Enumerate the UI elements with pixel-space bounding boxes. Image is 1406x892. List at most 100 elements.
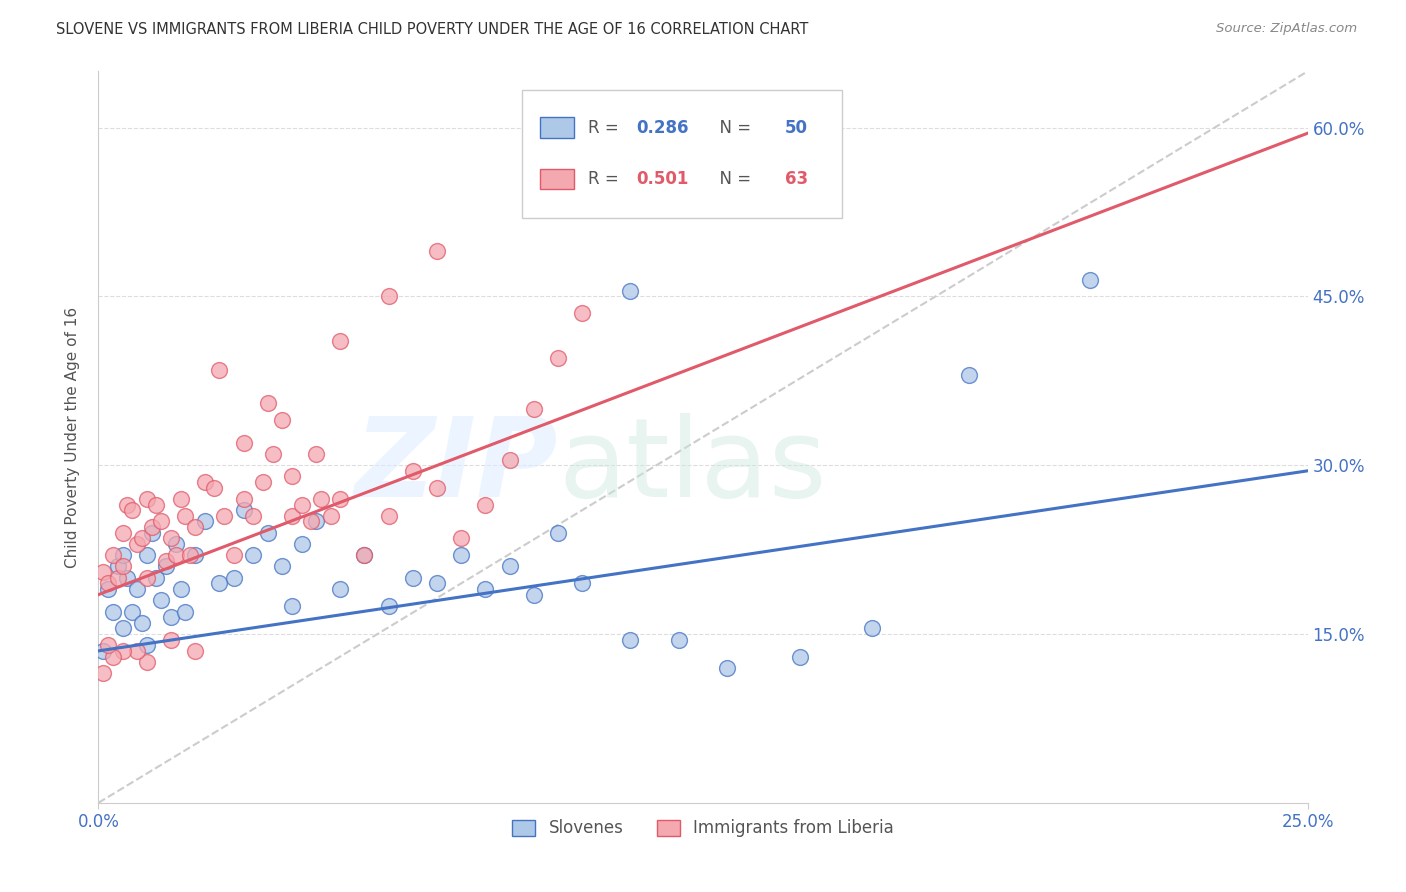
Point xyxy=(117,498,139,512)
Point xyxy=(319,508,342,523)
Point xyxy=(271,559,294,574)
Point xyxy=(290,537,312,551)
Point xyxy=(271,413,294,427)
Point xyxy=(194,475,217,489)
Point xyxy=(145,498,167,512)
Point xyxy=(305,447,328,461)
Text: 63: 63 xyxy=(785,169,808,188)
Point xyxy=(91,565,114,579)
Point xyxy=(1078,272,1101,286)
Point xyxy=(426,576,449,591)
Point xyxy=(329,491,352,506)
Point xyxy=(619,632,641,647)
Point xyxy=(111,559,134,574)
Point xyxy=(290,498,312,512)
Point xyxy=(91,644,114,658)
Point xyxy=(498,452,520,467)
Point xyxy=(111,621,134,635)
Point xyxy=(329,334,352,349)
Point xyxy=(281,599,304,613)
Bar xyxy=(540,169,574,189)
Point xyxy=(377,289,399,303)
Point xyxy=(252,475,274,489)
Point xyxy=(305,515,328,529)
Point xyxy=(111,525,134,540)
Point xyxy=(184,548,207,562)
Point xyxy=(179,548,201,562)
Point xyxy=(97,582,120,596)
Point xyxy=(789,649,811,664)
Text: ZIP: ZIP xyxy=(354,413,558,520)
Point xyxy=(262,447,284,461)
Text: 50: 50 xyxy=(785,119,808,136)
Point xyxy=(91,666,114,681)
Point xyxy=(150,515,173,529)
Point xyxy=(208,362,231,376)
Text: atlas: atlas xyxy=(558,413,827,520)
Point xyxy=(145,571,167,585)
Point xyxy=(571,576,593,591)
Point xyxy=(141,520,163,534)
Text: SLOVENE VS IMMIGRANTS FROM LIBERIA CHILD POVERTY UNDER THE AGE OF 16 CORRELATION: SLOVENE VS IMMIGRANTS FROM LIBERIA CHILD… xyxy=(56,22,808,37)
Point xyxy=(101,649,124,664)
Point xyxy=(101,605,124,619)
Point xyxy=(169,582,191,596)
Point xyxy=(232,503,254,517)
Point xyxy=(135,655,157,669)
Point xyxy=(377,508,399,523)
Point xyxy=(450,548,472,562)
Point xyxy=(155,554,177,568)
Point xyxy=(150,593,173,607)
Point xyxy=(426,481,449,495)
Point xyxy=(135,548,157,562)
Point xyxy=(309,491,332,506)
Point xyxy=(160,532,183,546)
Point xyxy=(194,515,217,529)
Point xyxy=(474,582,496,596)
Point xyxy=(619,284,641,298)
Point xyxy=(111,548,134,562)
Point xyxy=(174,508,197,523)
Point xyxy=(169,491,191,506)
Point xyxy=(165,537,187,551)
Point xyxy=(101,548,124,562)
Point xyxy=(281,469,304,483)
Point xyxy=(232,491,254,506)
Text: R =: R = xyxy=(588,169,624,188)
Point xyxy=(668,632,690,647)
Y-axis label: Child Poverty Under the Age of 16: Child Poverty Under the Age of 16 xyxy=(65,307,80,567)
Point xyxy=(121,503,143,517)
Point xyxy=(97,638,120,652)
Point xyxy=(222,548,245,562)
Point xyxy=(450,532,472,546)
Point xyxy=(353,548,375,562)
Point xyxy=(131,532,153,546)
Point xyxy=(571,306,593,320)
Point xyxy=(204,481,226,495)
Point xyxy=(474,498,496,512)
Point xyxy=(547,351,569,366)
Point xyxy=(242,508,264,523)
Point xyxy=(155,559,177,574)
Point xyxy=(160,632,183,647)
Point xyxy=(426,244,449,259)
Point xyxy=(222,571,245,585)
Text: N =: N = xyxy=(709,119,756,136)
Point xyxy=(242,548,264,562)
Point xyxy=(135,491,157,506)
Point xyxy=(860,621,883,635)
Point xyxy=(111,644,134,658)
Point xyxy=(127,644,149,658)
Bar xyxy=(540,118,574,138)
Point xyxy=(232,435,254,450)
Point xyxy=(256,396,278,410)
Text: R =: R = xyxy=(588,119,624,136)
Point xyxy=(121,605,143,619)
Point xyxy=(281,508,304,523)
Point xyxy=(523,588,546,602)
Point xyxy=(212,508,235,523)
Legend: Slovenes, Immigrants from Liberia: Slovenes, Immigrants from Liberia xyxy=(503,811,903,846)
Point xyxy=(184,520,207,534)
Point xyxy=(160,610,183,624)
Point xyxy=(107,571,129,585)
